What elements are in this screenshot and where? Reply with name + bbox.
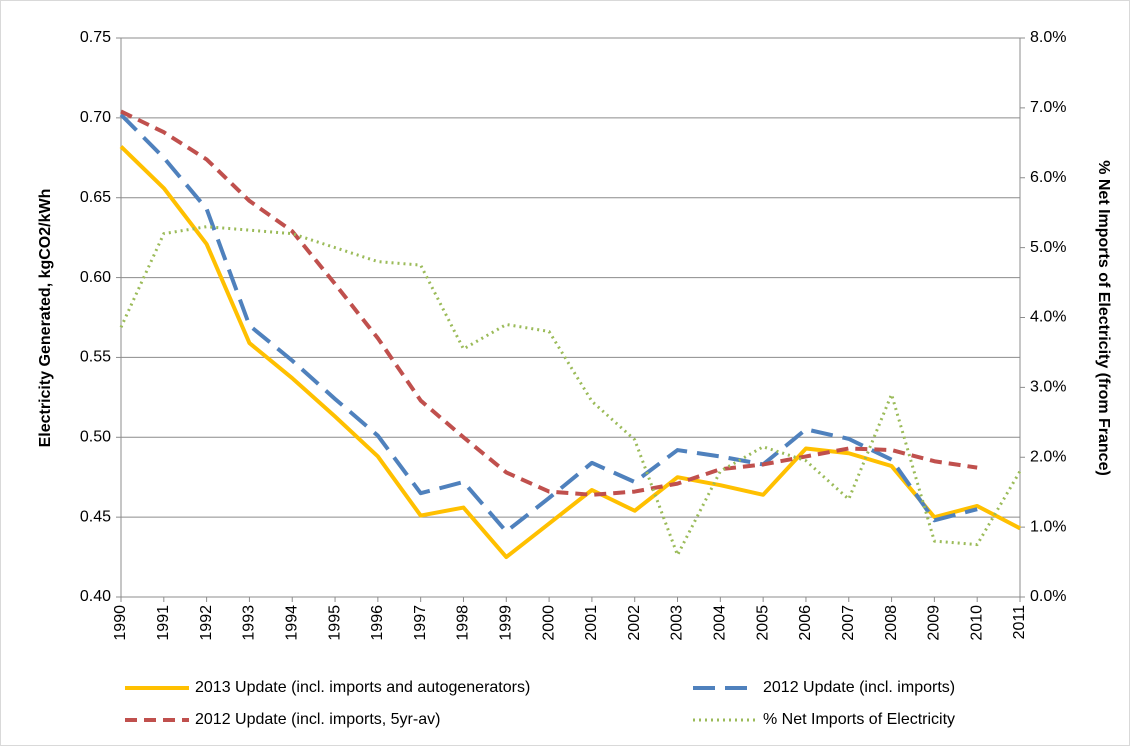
legend-label: % Net Imports of Electricity [763, 711, 955, 728]
y2-tick-label: 5.0% [1030, 239, 1066, 256]
y2-tick-label: 4.0% [1030, 309, 1066, 326]
y-axis-label: Electricity Generated, kgCO2/kWh [37, 189, 54, 448]
y-tick-label: 0.75 [80, 29, 111, 46]
x-tick-label: 1994 [283, 605, 300, 641]
x-tick-label: 1996 [369, 605, 386, 641]
x-tick-label: 2001 [583, 605, 600, 641]
y2-tick-label: 7.0% [1030, 99, 1066, 116]
x-tick-label: 2002 [626, 605, 643, 641]
x-tick-label: 1995 [326, 605, 343, 641]
x-tick-label: 1999 [498, 605, 515, 641]
x-tick-label: 2000 [540, 605, 557, 641]
y-tick-label: 0.50 [80, 429, 111, 446]
y2-tick-label: 8.0% [1030, 29, 1066, 46]
legend-label: 2012 Update (incl. imports, 5yr-av) [195, 711, 440, 728]
x-tick-label: 2006 [797, 605, 814, 641]
y-tick-label: 0.40 [80, 588, 111, 605]
x-tick-label: 2005 [754, 605, 771, 641]
x-tick-label: 2003 [669, 605, 686, 641]
y-tick-label: 0.65 [80, 189, 111, 206]
y-tick-label: 0.60 [80, 269, 111, 286]
x-tick-label: 1997 [412, 605, 429, 641]
series-line [119, 113, 978, 534]
y-tick-label: 0.45 [80, 508, 111, 525]
series-line [120, 109, 978, 497]
y2-tick-label: 6.0% [1030, 169, 1066, 186]
y2-tick-label: 2.0% [1030, 448, 1066, 465]
y2-tick-label: 1.0% [1030, 518, 1066, 535]
x-tick-label: 2008 [883, 605, 900, 641]
y-tick-label: 0.55 [80, 349, 111, 366]
legend-label: 2013 Update (incl. imports and autogener… [195, 679, 530, 696]
y2-tick-label: 0.0% [1030, 588, 1066, 605]
x-tick-label: 2004 [712, 605, 729, 641]
x-tick-label: 1990 [112, 605, 129, 641]
x-tick-label: 2009 [926, 605, 943, 641]
x-tick-label: 2007 [840, 605, 857, 641]
y2-axis-label: % Net Imports of Electricity (from Franc… [1095, 160, 1112, 476]
x-tick-label: 1991 [155, 605, 172, 641]
series-line [119, 225, 1022, 557]
x-tick-label: 2010 [968, 605, 985, 641]
y-tick-label: 0.70 [80, 109, 111, 126]
y2-tick-label: 3.0% [1030, 379, 1066, 396]
x-tick-label: 2011 [1011, 605, 1028, 640]
x-tick-label: 1992 [198, 605, 215, 641]
x-tick-label: 1993 [241, 605, 258, 641]
series-line [119, 145, 1021, 560]
legend-label: 2012 Update (incl. imports) [763, 679, 955, 696]
x-tick-label: 1998 [455, 605, 472, 641]
